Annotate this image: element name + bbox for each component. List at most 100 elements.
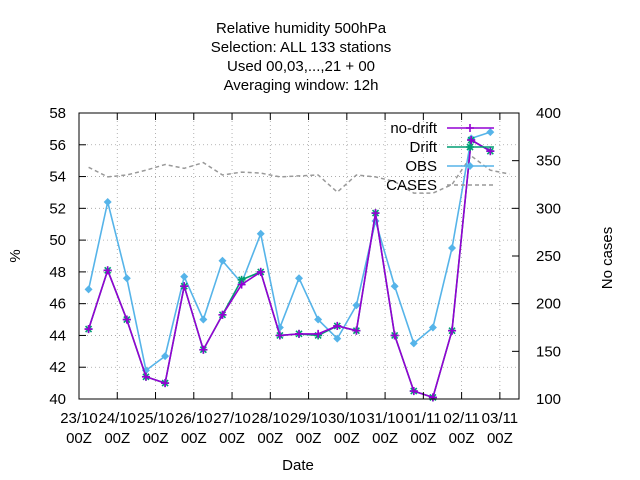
y2-axis-title: No cases	[599, 227, 616, 290]
x-tick-label-day: 03/11	[482, 410, 518, 427]
legend-label: CASES	[386, 177, 437, 194]
x-tick-label-day: 24/10	[98, 410, 136, 427]
x-tick-label-hour: 00Z	[257, 430, 283, 447]
legend-item: OBS	[405, 158, 494, 175]
marker-stroke	[238, 276, 246, 284]
x-tick-label-day: 31/10	[366, 410, 404, 427]
data-point	[256, 229, 265, 238]
x-tick-label-day: 28/10	[252, 410, 290, 427]
x-tick-label-hour: 00Z	[487, 430, 513, 447]
x-axis-title: Date	[282, 457, 314, 474]
legend: no-drift Drift OBS CASES	[386, 120, 494, 194]
marker-shape	[161, 352, 170, 361]
data-point	[103, 197, 112, 206]
data-point	[371, 209, 380, 218]
marker-shape	[390, 282, 399, 291]
y2-tick-label: 250	[536, 248, 561, 265]
x-tick-label-hour: 00Z	[66, 430, 92, 447]
data-point	[352, 301, 361, 310]
x-tick-label-day: 02/11	[443, 410, 479, 427]
legend-item: Drift	[410, 139, 494, 156]
y-tick-label: 42	[49, 359, 66, 376]
data-point	[180, 282, 189, 291]
marker-shape	[256, 229, 265, 238]
x-tick-label-day: 01/11	[405, 410, 441, 427]
data-point	[352, 326, 361, 335]
y-tick-label: 48	[49, 264, 66, 281]
marker-shape	[448, 244, 457, 253]
data-point	[448, 244, 457, 253]
x-tick-label-day: 30/10	[328, 410, 366, 427]
legend-label: OBS	[405, 158, 437, 175]
data-point	[199, 315, 208, 324]
marker-shape	[333, 334, 342, 343]
data-point	[237, 280, 246, 289]
y-tick-label: 50	[49, 232, 66, 249]
tick-marks	[78, 112, 519, 400]
data-point	[448, 326, 457, 335]
data-point	[103, 266, 112, 275]
marker-shape	[84, 285, 93, 294]
legend-marker	[466, 124, 474, 132]
chart-title-line: Averaging window: 12h	[224, 77, 379, 94]
series-obs	[84, 128, 495, 375]
legend-item: CASES	[386, 177, 494, 194]
y2-tick-label: 100	[536, 391, 561, 408]
data-point	[295, 329, 303, 338]
marker-shape	[466, 162, 474, 170]
y-tick-label: 58	[49, 105, 66, 122]
data-point	[161, 352, 170, 361]
marker-shape	[103, 197, 112, 206]
legend-label: no-drift	[390, 120, 438, 137]
legend-marker	[466, 162, 474, 170]
x-tick-label-hour: 00Z	[334, 430, 360, 447]
y-tick-label: 40	[49, 391, 66, 408]
data-point	[161, 379, 170, 388]
data-point	[467, 136, 476, 145]
data-point	[314, 329, 323, 338]
x-tick-label-hour: 00Z	[104, 430, 130, 447]
legend-marker	[466, 143, 474, 151]
data-point	[295, 274, 303, 283]
data-point	[390, 282, 399, 291]
y2-tick-label: 400	[536, 105, 561, 122]
data-point	[218, 256, 227, 265]
x-tick-label-day: 27/10	[213, 410, 251, 427]
data-point	[84, 285, 93, 294]
series-line	[88, 154, 510, 194]
y2-tick-label: 300	[536, 200, 561, 217]
data-point	[390, 331, 399, 340]
data-point	[256, 267, 265, 276]
marker-shape	[295, 274, 303, 283]
series-cases	[88, 154, 510, 194]
chart-title: Relative humidity 500hPa Selection: ALL 1…	[211, 20, 391, 94]
y2-tick-label: 350	[536, 153, 561, 170]
legend-label: Drift	[410, 139, 438, 156]
marker-shape	[314, 315, 323, 324]
data-point	[333, 321, 342, 330]
marker-shape	[199, 315, 208, 324]
x-tick-label-hour: 00Z	[449, 430, 475, 447]
data-point	[84, 325, 93, 334]
x-tick-label-hour: 00Z	[372, 430, 398, 447]
y2-tick-label: 150	[536, 343, 561, 360]
x-tick-label-hour: 00Z	[219, 430, 245, 447]
data-point	[486, 128, 495, 137]
y-tick-label: 44	[49, 327, 66, 344]
grid	[79, 113, 519, 399]
x-tick-label-day: 23/10	[60, 410, 98, 427]
chart-title-line: Selection: ALL 133 stations	[211, 39, 391, 56]
data-point	[333, 334, 342, 343]
y2-tick-labels: 100 150 200 250 300 350 400	[536, 105, 561, 408]
x-tick-label-hour: 00Z	[181, 430, 207, 447]
x-tick-label-hour: 00Z	[410, 430, 436, 447]
data-point	[314, 315, 323, 324]
y-tick-label: 52	[49, 200, 66, 217]
data-point	[122, 315, 131, 324]
x-tick-label-hour: 00Z	[296, 430, 322, 447]
y-axis-title: %	[7, 249, 24, 262]
marker-stroke	[466, 143, 474, 151]
x-tick-label-day: 29/10	[290, 410, 328, 427]
y2-tick-label: 200	[536, 296, 561, 313]
